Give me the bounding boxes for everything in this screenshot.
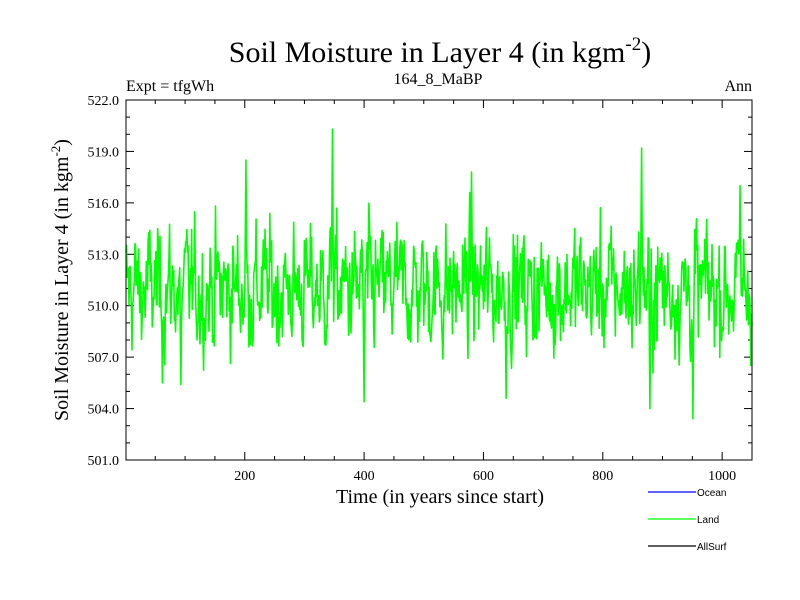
subtitle-period: 164_8_MaBP <box>394 71 483 88</box>
y-tick-label: 516.0 <box>88 197 120 212</box>
series-line-land <box>125 128 753 420</box>
x-tick-label: 200 <box>234 469 255 484</box>
legend-label-ocean: Ocean <box>697 488 726 499</box>
x-tick-label: 800 <box>592 469 613 484</box>
legend: Ocean Land AllSurf <box>648 488 727 553</box>
subtitle-experiment: Expt = tfgWh <box>126 78 214 95</box>
plot-series <box>125 128 753 420</box>
x-axis-label: Time (in years since start) <box>336 486 544 508</box>
x-tick-label: 1000 <box>708 469 736 484</box>
y-tick-label: 522.0 <box>88 94 120 109</box>
y-tick-label: 519.0 <box>88 145 120 160</box>
y-tick-label: 513.0 <box>88 248 120 263</box>
y-axis-label: Soil Moisture in Layer 4 (in kgm-2) <box>48 139 73 421</box>
plot-frame <box>125 99 753 461</box>
x-tick-label: 600 <box>473 469 494 484</box>
y-tick-label: 507.0 <box>88 351 120 366</box>
legend-label-allsurf: AllSurf <box>697 542 727 553</box>
legend-label-land: Land <box>697 515 719 526</box>
y-tick-label: 501.0 <box>88 454 120 469</box>
y-tick-label: 504.0 <box>88 403 120 418</box>
x-tick-label: 400 <box>354 469 375 484</box>
y-tick-label: 510.0 <box>88 300 120 315</box>
chart-title: Soil Moisture in Layer 4 (in kgm-2) <box>229 34 651 69</box>
subtitle-season: Ann <box>724 78 752 95</box>
